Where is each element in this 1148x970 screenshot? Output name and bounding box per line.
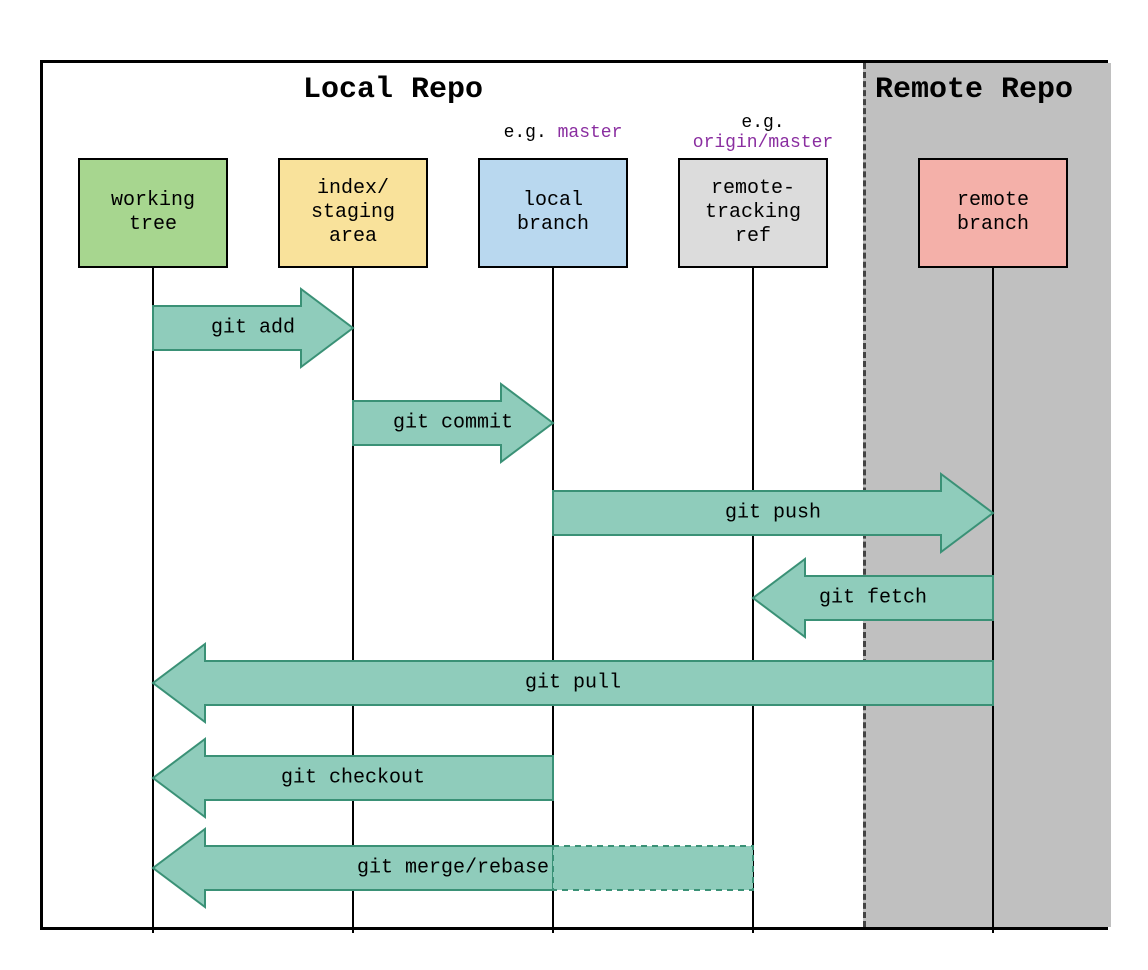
arrow-git-push: git push [553,474,993,552]
arrow-git-pull: git pull [153,644,993,722]
lane-remote-ref: remote-trackingref [678,158,828,268]
annotation-master: e.g. master [483,123,643,143]
annotation-code: master [558,123,623,143]
arrow-git-fetch: git fetch [753,559,993,637]
lane-local-branch: localbranch [478,158,628,268]
section-title-remote: Remote Repo [875,73,1073,107]
annotation-origin-master: e.g.origin/master [673,113,853,153]
section-title-local: Local Repo [303,73,483,107]
arrow-git-add: git add [153,289,353,367]
arrow-git-checkout: git checkout [153,739,553,817]
annotation-prefix: e.g. [741,113,784,133]
annotation-code: origin/master [693,133,833,153]
lane-remote-branch: remotebranch [918,158,1068,268]
arrow-git-merge: git merge/rebase [153,829,753,907]
lane-staging: index/stagingarea [278,158,428,268]
arrow-git-commit: git commit [353,384,553,462]
diagram-frame: Local Repo Remote Repo e.g. master e.g.o… [40,60,1108,930]
lane-working-tree: workingtree [78,158,228,268]
annotation-prefix: e.g. [504,123,558,143]
